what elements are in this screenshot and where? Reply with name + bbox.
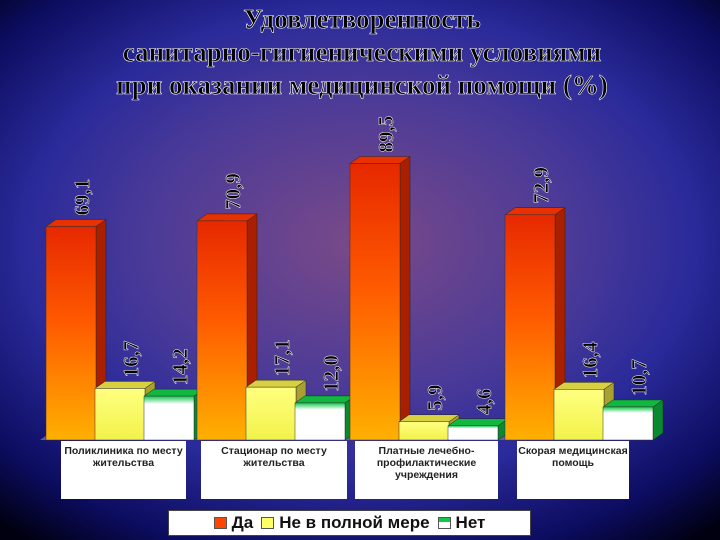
legend-item-partial: Не в полной мере (261, 513, 430, 533)
data-label-partial-2: 5,9 (423, 385, 447, 411)
data-label-partial-1: 17,1 (270, 339, 294, 376)
legend-item-da: Да (213, 513, 254, 533)
bar-net-0 (143, 388, 205, 441)
category-label-0: Поликлиника по месту жительства (61, 441, 186, 499)
data-label-partial-3: 16,4 (578, 341, 602, 378)
bar-net-3 (602, 399, 664, 441)
legend-swatch-da (213, 517, 227, 529)
data-label-da-2: 89,5 (374, 116, 398, 153)
data-label-net-1: 12,0 (319, 355, 343, 392)
category-label-3: Скорая медицинская помощь (517, 441, 629, 499)
category-label-2: Платные лечебно-профилактические учрежде… (355, 441, 498, 499)
data-label-net-2: 4,6 (472, 389, 496, 415)
data-label-da-0: 69,1 (70, 179, 94, 216)
data-label-da-1: 70,9 (221, 173, 245, 210)
bar-net-2 (447, 418, 509, 441)
data-label-net-0: 14,2 (168, 348, 192, 385)
chart-title: Удовлетворенность санитарно-гигиеническим… (116, 4, 608, 100)
chart-data-labels: 69,1 16,7 14,2 70,9 17,1 12,0 89,5 5,9 4,6 72,9 16… (70, 115, 652, 415)
bar-partial-3 (553, 381, 615, 441)
legend: Да Не в полной мере Нет (168, 510, 531, 536)
legend-item-net: Нет (437, 513, 486, 533)
chart-bars (45, 155, 664, 441)
legend-label-net: Нет (455, 513, 486, 532)
category-label-1: Стационар по месту жительства (201, 441, 347, 499)
data-label-net-3: 10,7 (627, 359, 651, 396)
bar-da-2 (349, 155, 411, 441)
bar-net-1 (294, 395, 356, 441)
legend-label-partial: Не в полной мере (279, 513, 430, 532)
data-label-partial-0: 16,7 (119, 341, 143, 378)
legend-swatch-partial (261, 517, 275, 529)
bar-da-3 (504, 207, 566, 441)
data-label-da-3: 72,9 (529, 167, 553, 204)
legend-swatch-net (437, 517, 451, 529)
legend-label-da: Да (231, 513, 254, 532)
bar-partial-1 (245, 379, 307, 441)
